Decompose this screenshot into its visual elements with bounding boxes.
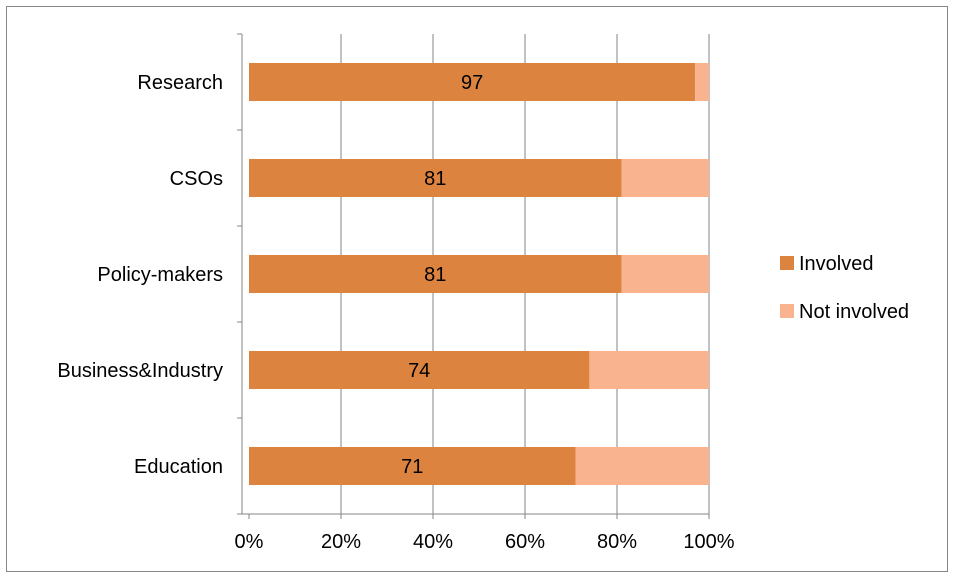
bar-involved — [249, 255, 622, 293]
data-label: 74 — [408, 360, 430, 382]
bar-involved — [249, 159, 622, 197]
data-labels: 97 81 81 74 71 — [401, 72, 483, 478]
x-tick-label: 60% — [505, 531, 545, 553]
y-category-label: Policy-makers — [97, 264, 223, 286]
x-tick-label: 100% — [683, 531, 734, 553]
bar-not-involved — [695, 63, 709, 101]
legend-label: Involved — [799, 253, 874, 275]
data-label: 71 — [401, 456, 423, 478]
data-label: 81 — [424, 264, 446, 286]
bars — [249, 63, 709, 485]
bar-not-involved — [621, 159, 709, 197]
legend-swatch — [780, 256, 794, 270]
bar-not-involved — [621, 255, 709, 293]
axes: 0% 20% 40% 60% 80% 100% Research CSOs Policy-mak… — [57, 33, 735, 553]
bar-involved — [249, 447, 576, 485]
legend: Involved Not involved — [780, 253, 909, 323]
y-category-label: CSOs — [170, 168, 223, 190]
bar-involved — [249, 63, 696, 101]
x-tick-label: 40% — [413, 531, 453, 553]
x-tick-label: 0% — [235, 531, 264, 553]
y-category-label: Education — [134, 456, 223, 478]
x-tick-label: 20% — [321, 531, 361, 553]
y-category-label: Business&Industry — [57, 360, 223, 382]
legend-swatch — [780, 304, 794, 318]
legend-label: Not involved — [799, 301, 909, 323]
bar-not-involved — [575, 447, 709, 485]
bar-not-involved — [589, 351, 709, 389]
bar-involved — [249, 351, 590, 389]
data-label: 81 — [424, 168, 446, 190]
y-category-label: Research — [137, 72, 223, 94]
x-tick-label: 80% — [597, 531, 637, 553]
data-label: 97 — [461, 72, 483, 94]
